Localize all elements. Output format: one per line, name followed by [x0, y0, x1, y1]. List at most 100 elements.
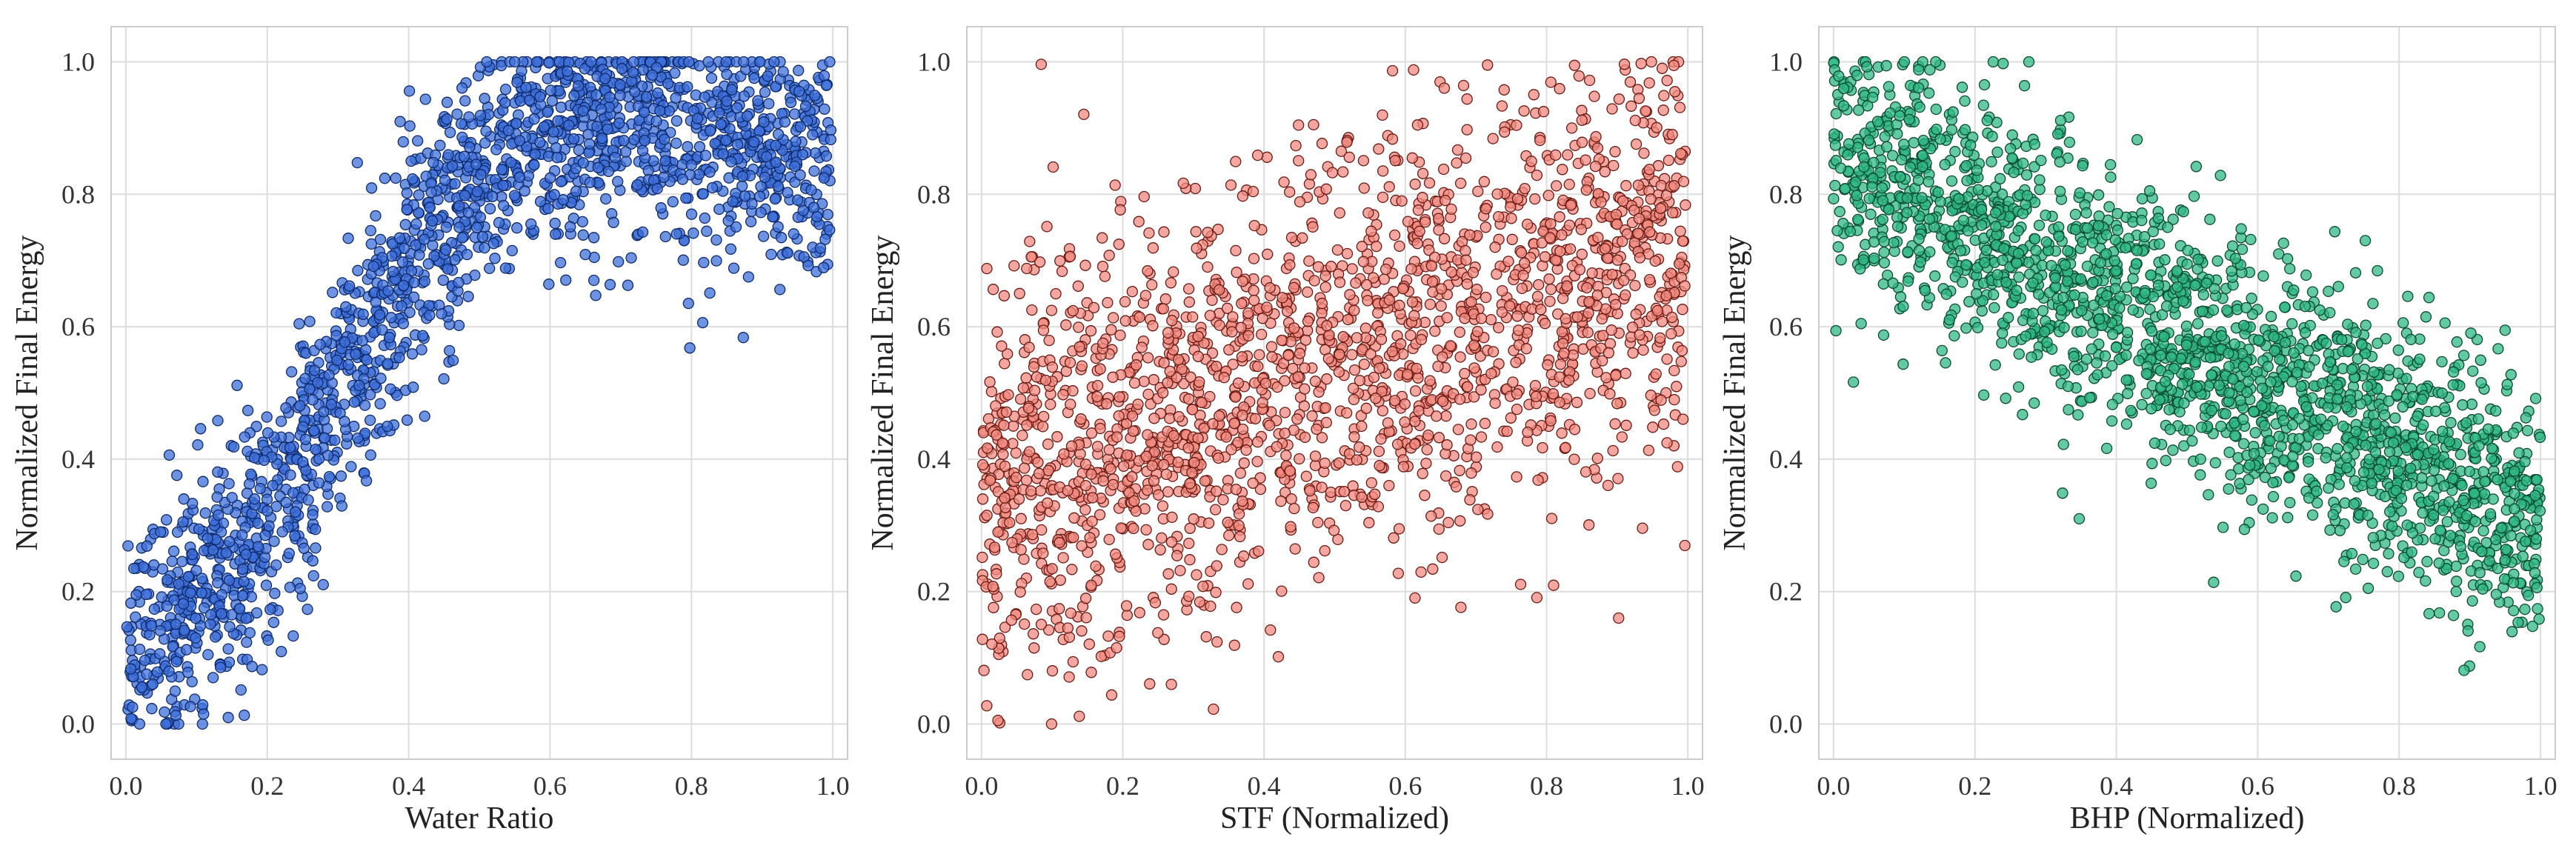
data-point: [1097, 475, 1109, 487]
data-point: [1445, 203, 1457, 216]
data-point: [1118, 460, 1130, 473]
data-point: [1225, 179, 1237, 191]
data-point: [731, 139, 744, 150]
data-point: [2506, 626, 2518, 638]
data-point: [1421, 444, 1433, 456]
data-point: [344, 280, 356, 292]
data-point: [1411, 238, 1423, 250]
data-point: [1482, 59, 1494, 71]
data-point: [487, 238, 499, 250]
data-point: [1663, 154, 1675, 167]
data-point: [1076, 625, 1088, 637]
data-point: [682, 81, 693, 93]
data-point: [1261, 301, 1273, 313]
data-point: [176, 556, 188, 567]
data-point: [474, 211, 487, 223]
data-point: [2367, 298, 2379, 310]
data-point: [198, 708, 210, 720]
data-point: [1675, 147, 1687, 160]
data-point: [1319, 457, 1331, 470]
data-point: [1377, 404, 1388, 417]
data-point: [1319, 401, 1331, 414]
data-point: [202, 649, 214, 661]
data-point: [1134, 607, 1145, 618]
data-point: [1019, 618, 1031, 630]
data-point: [659, 155, 671, 167]
data-point: [1334, 349, 1345, 361]
data-point: [628, 133, 640, 146]
data-point: [1166, 315, 1178, 327]
data-point: [1308, 556, 1319, 568]
data-point: [1252, 360, 1264, 373]
data-point: [262, 634, 274, 646]
data-point: [1016, 430, 1028, 441]
data-point: [1440, 194, 1451, 207]
data-point: [2162, 221, 2174, 233]
data-point: [820, 79, 833, 91]
data-point: [990, 400, 1002, 412]
data-point: [599, 73, 611, 84]
data-point: [364, 414, 376, 427]
data-point: [1313, 572, 1325, 584]
data-point: [267, 616, 280, 628]
data-point: [1024, 446, 1036, 458]
data-point: [1036, 421, 1049, 433]
data-point: [1620, 289, 1631, 301]
data-point: [1545, 513, 1558, 524]
data-point: [1620, 419, 1632, 431]
data-point: [1415, 566, 1427, 578]
data-point: [2203, 489, 2214, 501]
data-point: [1362, 295, 1374, 307]
data-point: [1372, 307, 1384, 319]
data-point: [1068, 531, 1079, 544]
data-point: [307, 509, 319, 521]
data-point: [1461, 278, 1474, 290]
data-point: [397, 318, 409, 330]
data-point: [1299, 334, 1312, 346]
data-point: [579, 63, 590, 75]
data-point: [269, 587, 281, 599]
data-point: [1299, 362, 1311, 374]
data-point: [236, 590, 249, 601]
data-point: [207, 544, 219, 556]
data-point: [427, 156, 439, 169]
data-point: [520, 81, 532, 93]
data-point: [529, 148, 541, 161]
data-point: [236, 563, 249, 575]
data-point: [1096, 261, 1109, 273]
data-point: [1005, 614, 1017, 627]
data-point: [1020, 372, 1032, 384]
data-point: [542, 202, 554, 215]
data-point: [1154, 544, 1166, 556]
data-point: [1406, 152, 1418, 164]
data-point: [1140, 524, 1152, 536]
data-point: [1451, 144, 1464, 156]
data-point: [351, 156, 363, 169]
data-point: [1373, 445, 1385, 458]
data-point: [1573, 70, 1585, 82]
data-point: [1931, 123, 1943, 136]
data-point: [591, 120, 603, 133]
data-point: [1667, 207, 1679, 218]
data-point: [1321, 373, 1333, 385]
data-point: [1402, 368, 1414, 381]
data-point: [1334, 276, 1346, 288]
data-point: [1014, 586, 1026, 598]
x-tick-label: 0.2: [250, 771, 284, 801]
data-point: [444, 344, 456, 357]
data-point: [659, 230, 671, 243]
data-point: [1356, 420, 1368, 433]
data-point: [160, 718, 172, 730]
data-point: [1157, 303, 1169, 315]
data-point: [1068, 512, 1080, 524]
data-point: [824, 56, 836, 68]
data-point: [1191, 242, 1202, 254]
data-point: [365, 238, 377, 250]
data-point: [713, 107, 725, 119]
data-point: [684, 342, 696, 354]
data-point: [579, 248, 591, 261]
data-point: [382, 420, 393, 433]
data-point: [588, 274, 600, 287]
data-point: [238, 576, 250, 587]
data-point: [462, 290, 474, 302]
